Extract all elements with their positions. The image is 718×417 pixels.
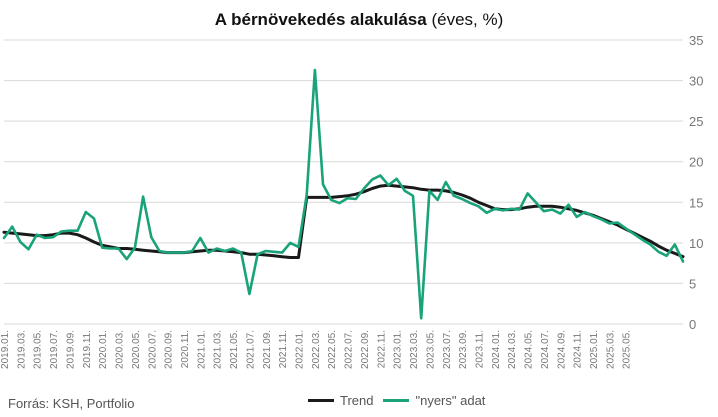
x-tick-label: 2020.03.	[115, 330, 126, 369]
x-tick-label: 2021.01.	[196, 330, 207, 369]
x-tick-label: 2019.09.	[65, 330, 76, 369]
x-tick-label: 2023.05.	[425, 330, 436, 369]
x-tick-label: 2024.07.	[540, 330, 551, 369]
legend-label-raw: "nyers" adat	[415, 393, 486, 408]
y-tick-label: 25	[689, 114, 703, 129]
y-axis-ticks: 0 5 10 15 20 25 30 35	[689, 33, 703, 332]
x-tick-label: 2023.01.	[393, 330, 404, 369]
y-tick-label: 15	[689, 195, 703, 210]
y-tick-label: 10	[689, 236, 703, 251]
legend: Trend "nyers" adat	[308, 393, 485, 408]
x-axis-ticks: 2019.01. 2019.03. 2019.05. 2019.07. 2019.09.…	[0, 330, 633, 369]
x-tick-label: 2023.03.	[409, 330, 420, 369]
x-tick-label: 2022.07.	[344, 330, 355, 369]
x-tick-label: 2023.07.	[442, 330, 453, 369]
x-tick-label: 2023.11.	[474, 330, 485, 368]
x-tick-label: 2020.05.	[131, 330, 142, 369]
series-lines	[2, 68, 685, 320]
x-tick-label: 2019.07.	[49, 330, 60, 369]
x-tick-label: 2020.09.	[164, 330, 175, 369]
legend-item-raw: "nyers" adat	[383, 393, 485, 408]
legend-swatch-trend	[308, 399, 334, 402]
x-tick-label: 2022.11.	[376, 330, 387, 368]
gridlines	[4, 39, 683, 325]
x-tick-label: 2025.01.	[589, 330, 600, 369]
x-tick-label: 2022.01.	[295, 330, 306, 369]
x-tick-label: 2024.01.	[491, 330, 502, 369]
x-tick-label: 2025.03.	[605, 330, 616, 369]
x-tick-label: 2019.03.	[16, 330, 27, 369]
x-tick-label: 2024.09.	[556, 330, 567, 369]
legend-swatch-raw	[383, 399, 410, 402]
x-tick-label: 2020.07.	[147, 330, 158, 369]
trend-line	[2, 183, 685, 259]
chart-title-suffix: (éves, %)	[426, 10, 504, 29]
x-tick-label: 2019.01.	[0, 330, 11, 369]
legend-item-trend: Trend	[308, 393, 373, 408]
x-tick-label: 2019.11.	[82, 330, 93, 368]
x-tick-label: 2023.09.	[458, 330, 469, 369]
x-tick-label: 2024.03.	[507, 330, 518, 369]
x-tick-label: 2019.05.	[33, 330, 44, 369]
legend-label-trend: Trend	[340, 393, 374, 408]
y-tick-label: 20	[689, 155, 703, 170]
x-tick-label: 2020.01.	[98, 330, 109, 369]
x-tick-label: 2021.09.	[262, 330, 273, 369]
x-tick-label: 2021.03.	[213, 330, 224, 369]
raw-data-line	[2, 68, 685, 320]
x-tick-label: 2022.09.	[360, 330, 371, 369]
x-tick-label: 2022.05.	[327, 330, 338, 369]
y-tick-label: 0	[689, 317, 696, 332]
x-tick-label: 2025.05.	[622, 330, 633, 369]
x-tick-label: 2021.11.	[278, 330, 289, 368]
x-tick-label: 2024.11.	[573, 330, 584, 368]
x-tick-label: 2021.05.	[229, 330, 240, 369]
x-tick-label: 2020.11.	[180, 330, 191, 368]
x-tick-label: 2021.07.	[245, 330, 256, 369]
y-tick-label: 5	[689, 276, 696, 291]
chart-title: A bérnövekedés alakulása (éves, %)	[0, 10, 718, 30]
y-tick-label: 30	[689, 74, 703, 89]
x-tick-label: 2024.05.	[524, 330, 535, 369]
chart-title-main: A bérnövekedés alakulása	[214, 10, 427, 29]
y-tick-label: 35	[689, 33, 703, 48]
x-tick-label: 2022.03.	[311, 330, 322, 369]
source-note: Forrás: KSH, Portfolio	[8, 396, 135, 411]
